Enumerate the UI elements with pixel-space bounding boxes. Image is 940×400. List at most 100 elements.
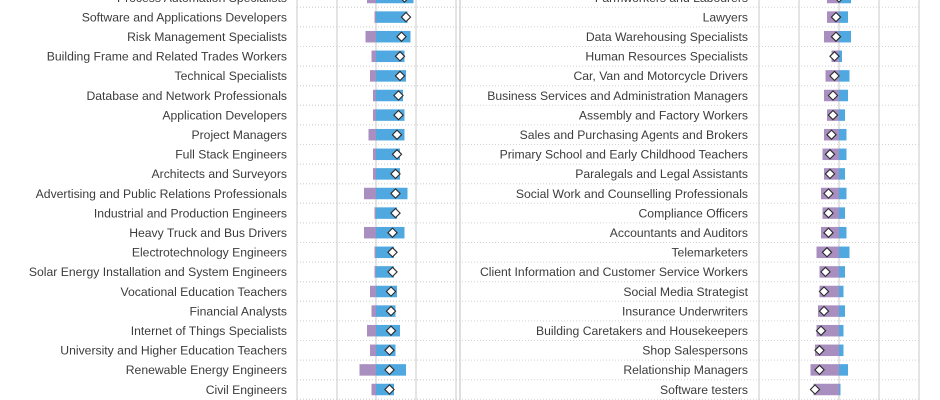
bar-positive (376, 246, 394, 259)
bar-positive (376, 11, 408, 23)
net-marker (824, 148, 836, 160)
bar-negative (364, 226, 376, 239)
category-label: Business Services and Administration Man… (487, 89, 748, 103)
net-marker (387, 266, 398, 278)
net-marker (814, 364, 825, 376)
bar-negative (370, 344, 376, 357)
category-label: Risk Management Specialists (127, 30, 287, 44)
bar-negative (367, 0, 376, 4)
net-marker (830, 11, 842, 23)
bar-positive (839, 109, 845, 121)
net-marker (827, 109, 839, 121)
category-label: Database and Network Professionals (86, 89, 287, 103)
net-marker (829, 50, 840, 62)
bar-negative (373, 109, 376, 121)
category-label: Primary School and Early Childhood Teach… (500, 148, 748, 162)
net-marker (821, 246, 833, 258)
bar-positive (376, 50, 405, 63)
category-label: Human Resources Specialists (585, 50, 748, 64)
bar-positive (839, 344, 844, 357)
bar-negative (827, 0, 839, 4)
category-label: Farmworkers and Labourers (595, 0, 748, 5)
net-marker (815, 325, 827, 337)
bar-negative (367, 324, 376, 337)
bar-positive (839, 128, 847, 141)
category-label: Telemarketers (671, 246, 748, 260)
category-label: Architects and Surveyors (152, 167, 287, 181)
net-marker (400, 11, 412, 23)
bar-positive (376, 109, 405, 121)
right-panel: Farmworkers and Labourers Lawyers Data War… (297, 0, 920, 400)
category-label: Full Stack Engineers (175, 148, 287, 162)
category-label: Assembly and Factory Workers (579, 108, 748, 122)
category-label: Software and Applications Developers (82, 10, 287, 24)
category-label: Accountants and Auditors (610, 226, 748, 240)
bar-positive (376, 128, 405, 141)
category-label: Electrotechnology Engineers (132, 246, 287, 260)
bar-positive (376, 168, 400, 180)
bar-negative (815, 344, 839, 357)
bar-negative (373, 168, 376, 180)
net-marker (384, 384, 395, 395)
bar-negative (373, 89, 376, 102)
category-label: Lawyers (703, 10, 748, 24)
net-marker (390, 168, 401, 180)
category-label: Client Information and Customer Service … (480, 265, 748, 279)
net-marker (826, 129, 837, 141)
bar-positive (376, 89, 403, 102)
category-label: Data Warehousing Specialists (586, 30, 748, 44)
category-label: Shop Salespersons (642, 344, 748, 358)
category-label: Social Media Strategist (623, 285, 748, 299)
net-marker (836, 0, 842, 3)
bar-positive (376, 207, 397, 219)
bar-positive (839, 50, 842, 63)
category-label: Building Caretakers and Housekeepers (536, 324, 748, 338)
category-label: Social Work and Counselling Professional… (516, 187, 748, 201)
net-marker (823, 207, 834, 219)
net-marker (390, 188, 401, 199)
left-panel: Process Automation Specialists Software a… (29, 0, 457, 400)
category-label: Compliance Officers (638, 206, 748, 220)
bar-positive (839, 89, 848, 102)
bar-negative (816, 324, 839, 337)
net-marker (830, 31, 842, 43)
category-label: Technical Specialists (175, 69, 287, 83)
net-marker (385, 325, 397, 337)
category-label: Internet of Things Specialists (131, 324, 287, 338)
net-marker (385, 286, 397, 297)
net-marker (818, 305, 830, 317)
bar-positive (376, 70, 406, 82)
bar-positive (376, 148, 400, 161)
net-marker (394, 50, 406, 62)
bar-positive (839, 285, 844, 298)
bar-positive (839, 305, 845, 317)
category-label: Advertising and Public Relations Profess… (36, 187, 287, 201)
category-label: Paralegals and Legal Assistants (575, 167, 748, 181)
net-marker (384, 344, 395, 356)
bar-positive (839, 0, 851, 4)
net-marker (823, 188, 834, 199)
net-marker (396, 31, 407, 43)
bar-negative (370, 70, 376, 82)
bar-positive (839, 168, 845, 180)
bar-negative (371, 383, 376, 396)
net-marker (394, 70, 406, 82)
category-label: Heavy Truck and Bus Drivers (129, 226, 287, 240)
category-label: Financial Analysts (189, 304, 287, 318)
bar-negative (370, 285, 376, 298)
bar-positive (839, 30, 851, 43)
category-label: Building Frame and Related Trades Worker… (47, 50, 287, 64)
bar-positive (376, 266, 394, 278)
bar-negative (374, 266, 376, 278)
bar-positive (376, 0, 414, 4)
bar-negative (365, 30, 376, 43)
net-marker (387, 227, 398, 239)
category-label: Process Automation Specialists (117, 0, 287, 5)
bar-negative (359, 364, 376, 376)
bar-negative (371, 305, 376, 317)
net-marker (827, 90, 839, 101)
bar-positive (839, 207, 845, 219)
net-marker (390, 207, 401, 219)
category-label: Industrial and Production Engineers (94, 206, 287, 220)
category-label: Application Developers (162, 108, 287, 122)
